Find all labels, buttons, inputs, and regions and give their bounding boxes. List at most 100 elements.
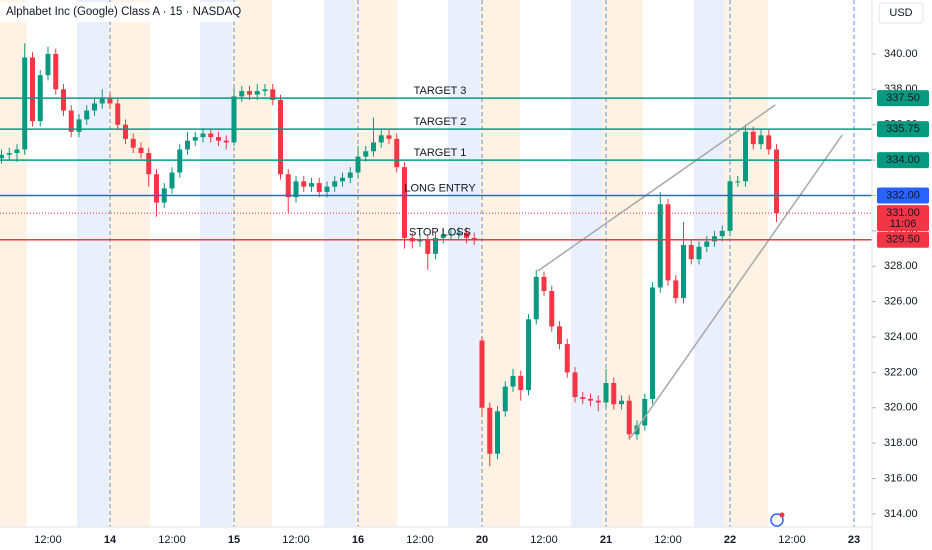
currency-box[interactable]: [878, 2, 924, 24]
candle-body: [6, 153, 12, 155]
candle-body: [650, 287, 656, 399]
x-tick-label: 12:00: [34, 534, 62, 546]
candle-body: [448, 234, 454, 236]
y-tick-label: 316.00: [884, 472, 918, 484]
candle-body: [774, 149, 780, 214]
candle-body: [696, 246, 702, 260]
y-tick-label: 340.00: [884, 48, 918, 60]
candle-body: [417, 239, 423, 242]
candle-body: [208, 133, 214, 138]
candle-body: [719, 230, 725, 237]
marks: [0, 43, 780, 467]
x-tick-label: 12:00: [158, 534, 186, 546]
candle-body: [371, 142, 377, 152]
candle-body: [107, 98, 113, 104]
candle-body: [549, 291, 555, 327]
candle-body: [611, 382, 617, 405]
candle-body: [270, 89, 276, 100]
candle-body: [45, 53, 51, 76]
candle-body: [239, 91, 245, 97]
candle-body: [84, 110, 90, 120]
band: [108, 0, 150, 527]
candle-body: [316, 183, 322, 192]
candle-body: [735, 181, 741, 183]
x-tick-label: 12:00: [778, 534, 806, 546]
level-name: STOP LOSS: [409, 227, 471, 239]
candle-body: [712, 236, 718, 242]
overlay: TARGET 3 TARGET 2 TARGET 1 LONG ENTRY STOP L…: [0, 85, 872, 439]
currency[interactable]: USD: [889, 7, 912, 19]
level-price-box: [877, 231, 929, 248]
candle-body: [122, 124, 128, 139]
chart-title: Alphabet Inc (Google) Class A · 15 · NAS…: [6, 6, 241, 18]
candle-body: [471, 237, 477, 240]
candle-body: [347, 172, 353, 178]
candle-body: [402, 167, 408, 238]
candle-body: [363, 151, 369, 157]
level-price-box: [877, 90, 929, 107]
candle-body: [293, 181, 299, 198]
candle-body: [231, 96, 237, 143]
x-tick-label: 12:00: [654, 534, 682, 546]
band: [232, 0, 272, 527]
level-price: 334.00: [886, 154, 920, 166]
candle-body: [200, 133, 206, 138]
candle-body: [76, 119, 82, 132]
candle-body: [22, 57, 28, 150]
trendline: [629, 134, 843, 439]
candle-body: [215, 137, 221, 141]
x-tick-label: 16: [352, 534, 364, 546]
level-price: 335.75: [886, 123, 920, 135]
candle-body: [557, 326, 563, 345]
y-tick-label: 322.00: [884, 366, 918, 378]
level-name: LONG ENTRY: [404, 182, 476, 194]
logo-icon: [770, 512, 785, 527]
candle-body: [456, 232, 462, 235]
candle-body: [60, 89, 66, 111]
x-tick-label: 12:00: [406, 534, 434, 546]
candle-body: [29, 57, 35, 122]
band: [77, 0, 108, 527]
x-tick-label: 15: [228, 534, 240, 546]
level-price: 329.50: [886, 234, 920, 246]
candle-body: [223, 140, 229, 143]
level-price: 332.00: [886, 189, 920, 201]
candle-body: [704, 241, 710, 247]
candle-body: [510, 375, 516, 387]
level-price-box: [877, 152, 929, 169]
band: [694, 0, 724, 527]
candle-body: [378, 135, 384, 143]
x-tick-label: 22: [724, 534, 736, 546]
band: [571, 0, 602, 527]
candle-body: [146, 153, 152, 175]
level-name: TARGET 1: [414, 147, 467, 159]
candle-body: [487, 407, 493, 454]
candle-body: [495, 411, 501, 454]
axis: 12:00 14 12:00 15 12:00 16 12:00 20 12:00 21 12:00…: [34, 48, 929, 546]
y-tick-label: 324.00: [884, 331, 918, 343]
level-price-box: [877, 187, 929, 204]
candle-body: [479, 340, 485, 408]
candle-body: [433, 237, 439, 254]
candle-body: [355, 156, 361, 173]
x-tick-label: 23: [848, 534, 860, 546]
candle-body: [394, 138, 400, 168]
candle-body: [246, 91, 252, 95]
candle-body: [99, 98, 105, 104]
candle-body: [301, 181, 307, 187]
candle-body: [665, 204, 671, 281]
session-bands: [0, 0, 768, 527]
candle-body: [169, 172, 175, 189]
y-tick-label: 314.00: [884, 508, 918, 520]
candle-body: [518, 375, 524, 391]
candle-body: [277, 99, 283, 175]
candle-body: [619, 400, 625, 405]
band: [200, 0, 232, 527]
candle-body: [177, 149, 183, 173]
candle-body: [285, 174, 291, 198]
candle-body: [588, 398, 594, 401]
candle-body: [192, 137, 198, 141]
candle-body: [673, 280, 679, 299]
x-tick-label: 12:00: [530, 534, 558, 546]
